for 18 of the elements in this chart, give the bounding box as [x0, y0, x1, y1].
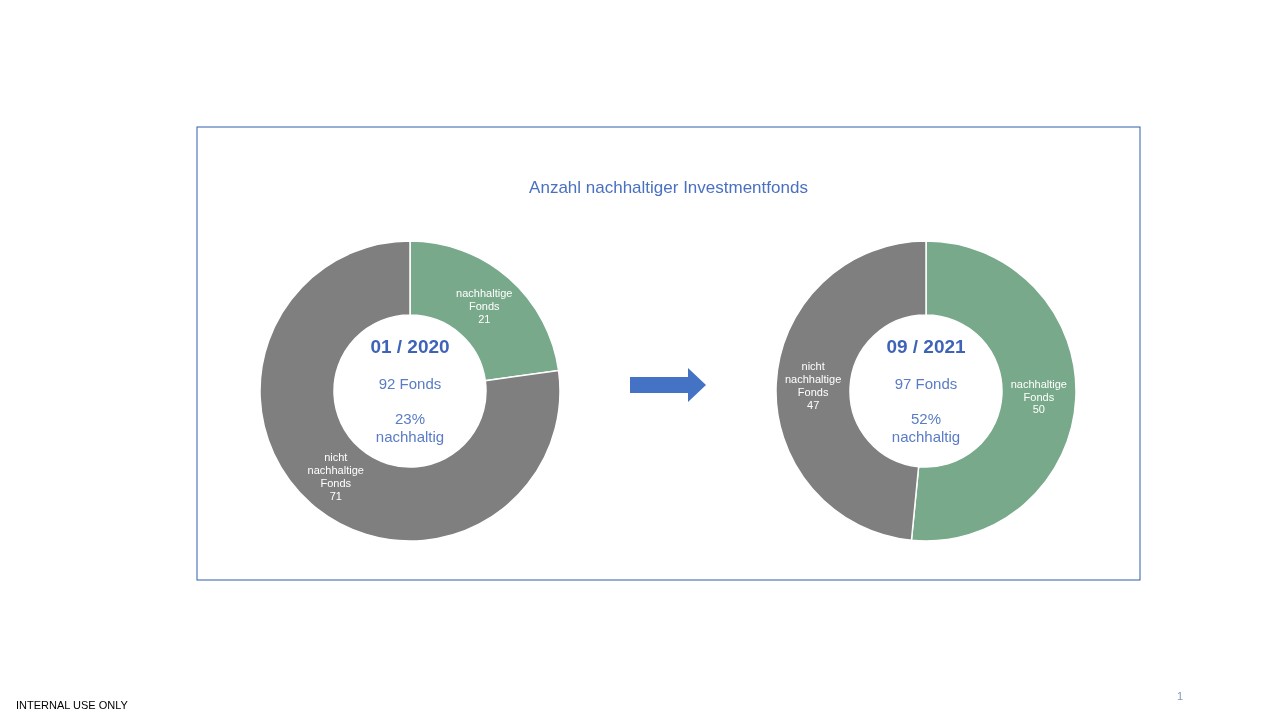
text: 97 Fonds	[894, 374, 958, 392]
slice-label: nicht nachhaltige Fonds	[784, 360, 842, 399]
slice-label: nicht nachhaltige Fonds	[307, 450, 364, 489]
text: 09 / 2021	[886, 335, 967, 357]
data-label: 47	[807, 399, 820, 412]
data-label: 50	[1032, 403, 1045, 416]
text: 01 / 2020	[370, 335, 450, 357]
data-label: 21	[478, 312, 491, 325]
text: Anzahl nachhaltiger Investmentfonds	[529, 177, 808, 197]
slice-label: nachhaltige Fonds	[1010, 377, 1068, 403]
text: 23% nachhaltig	[375, 409, 445, 445]
slice-label: nachhaltige Fonds	[456, 286, 513, 312]
text: 52% nachhaltig	[891, 409, 961, 445]
text: 92 Fonds	[378, 374, 442, 392]
text: INTERNAL USE ONLY	[16, 699, 129, 711]
data-label: 71	[329, 489, 342, 502]
text: 1	[1176, 690, 1184, 702]
donut-slice	[259, 240, 561, 542]
